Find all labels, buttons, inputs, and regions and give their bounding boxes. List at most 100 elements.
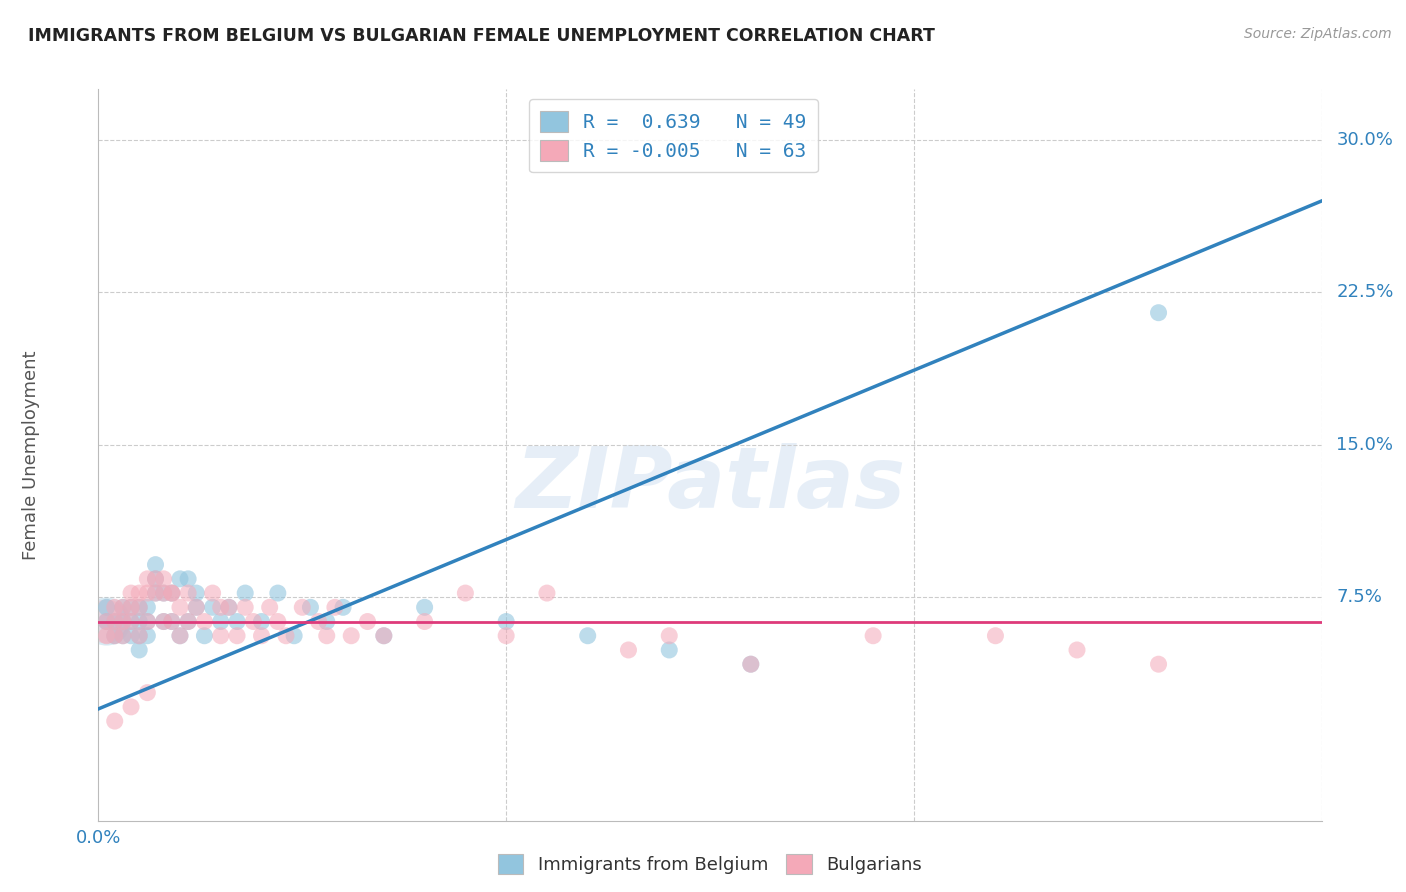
Point <box>740 657 762 672</box>
Point <box>128 629 150 643</box>
Point <box>274 629 297 643</box>
Point <box>120 586 142 600</box>
Point <box>169 629 191 643</box>
Point <box>96 615 118 629</box>
Point <box>128 629 150 643</box>
Point <box>128 643 150 657</box>
Point <box>160 586 183 600</box>
Point <box>104 600 127 615</box>
Point <box>413 615 436 629</box>
Point <box>218 600 240 615</box>
Text: Source: ZipAtlas.com: Source: ZipAtlas.com <box>1244 27 1392 41</box>
Point <box>259 600 281 615</box>
Point <box>233 600 256 615</box>
Point <box>250 629 273 643</box>
Point <box>136 615 159 629</box>
Point <box>267 586 290 600</box>
Point <box>315 629 337 643</box>
Point <box>340 629 363 643</box>
Point <box>283 629 305 643</box>
Text: 30.0%: 30.0% <box>1336 131 1393 149</box>
Point <box>495 615 517 629</box>
Point <box>186 600 208 615</box>
Point <box>576 629 599 643</box>
Point <box>160 586 183 600</box>
Point <box>209 600 232 615</box>
Point <box>323 600 346 615</box>
Point <box>267 615 290 629</box>
Point <box>145 558 167 572</box>
Point <box>136 685 159 699</box>
Point <box>536 586 558 600</box>
Point <box>373 629 395 643</box>
Point <box>128 586 150 600</box>
Point <box>1147 657 1170 672</box>
Point <box>169 572 191 586</box>
Point <box>356 615 378 629</box>
Point <box>120 615 142 629</box>
Point <box>250 615 273 629</box>
Point <box>332 600 354 615</box>
Point <box>120 600 142 615</box>
Point <box>136 615 159 629</box>
Point <box>495 629 517 643</box>
Point <box>96 615 118 629</box>
Point <box>218 600 240 615</box>
Point <box>177 572 200 586</box>
Point <box>740 657 762 672</box>
Point <box>308 615 330 629</box>
Point <box>226 615 249 629</box>
Point <box>120 600 142 615</box>
Point <box>111 600 134 615</box>
Point <box>617 643 640 657</box>
Point <box>160 586 183 600</box>
Point <box>291 600 314 615</box>
Point <box>233 586 256 600</box>
Point <box>152 586 174 600</box>
Point <box>373 629 395 643</box>
Point <box>128 600 150 615</box>
Point <box>658 629 681 643</box>
Point <box>1147 306 1170 320</box>
Point <box>984 629 1007 643</box>
Point <box>136 629 159 643</box>
Point <box>120 699 142 714</box>
Point <box>111 615 134 629</box>
Point <box>128 600 150 615</box>
Point <box>177 615 200 629</box>
Text: 7.5%: 7.5% <box>1336 588 1382 607</box>
Point <box>111 629 134 643</box>
Point <box>152 615 174 629</box>
Point <box>96 629 118 643</box>
Point <box>177 615 200 629</box>
Point <box>177 586 200 600</box>
Point <box>201 600 224 615</box>
Point <box>96 615 118 629</box>
Point <box>186 586 208 600</box>
Text: Female Unemployment: Female Unemployment <box>22 351 41 559</box>
Point <box>242 615 264 629</box>
Point <box>1066 643 1088 657</box>
Point <box>186 600 208 615</box>
Point <box>160 615 183 629</box>
Point <box>209 629 232 643</box>
Point <box>104 615 127 629</box>
Point <box>145 572 167 586</box>
Point <box>209 615 232 629</box>
Text: ZIPatlas: ZIPatlas <box>515 442 905 525</box>
Point <box>145 586 167 600</box>
Point <box>120 629 142 643</box>
Point <box>111 629 134 643</box>
Point <box>111 615 134 629</box>
Point <box>169 600 191 615</box>
Point <box>299 600 322 615</box>
Point <box>128 615 150 629</box>
Text: IMMIGRANTS FROM BELGIUM VS BULGARIAN FEMALE UNEMPLOYMENT CORRELATION CHART: IMMIGRANTS FROM BELGIUM VS BULGARIAN FEM… <box>28 27 935 45</box>
Point <box>136 572 159 586</box>
Text: 0.0%: 0.0% <box>76 830 121 847</box>
Point <box>145 572 167 586</box>
Point <box>152 586 174 600</box>
Point <box>104 615 127 629</box>
Point <box>104 714 127 728</box>
Point <box>160 615 183 629</box>
